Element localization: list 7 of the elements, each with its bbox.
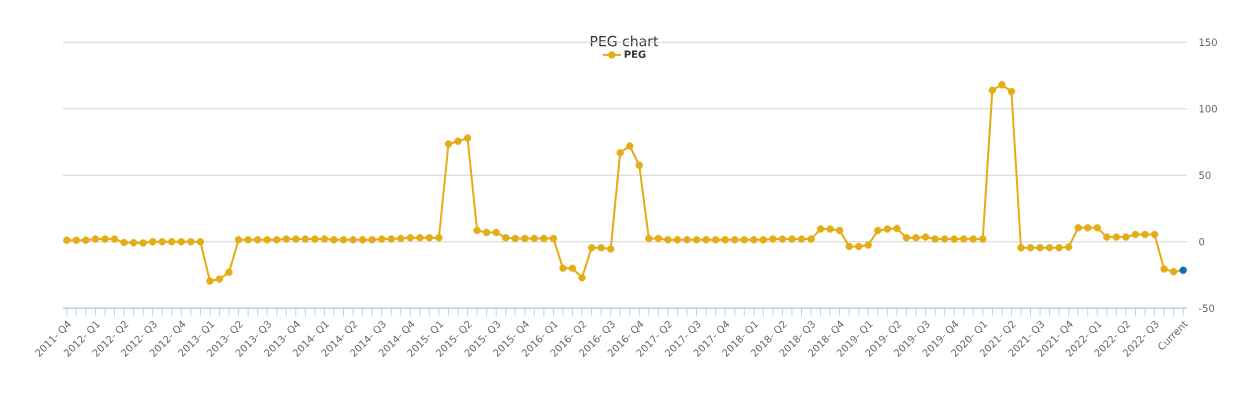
y-tick-label: 0 <box>1199 237 1205 246</box>
chart-title: PEG chart <box>590 35 659 47</box>
legend-label: PEG <box>624 50 646 58</box>
y-tick-label: 100 <box>1199 104 1217 113</box>
y-tick-label: 50 <box>1199 171 1211 180</box>
y-tick-label: 150 <box>1199 38 1217 47</box>
y-tick-label: -50 <box>1198 304 1215 313</box>
